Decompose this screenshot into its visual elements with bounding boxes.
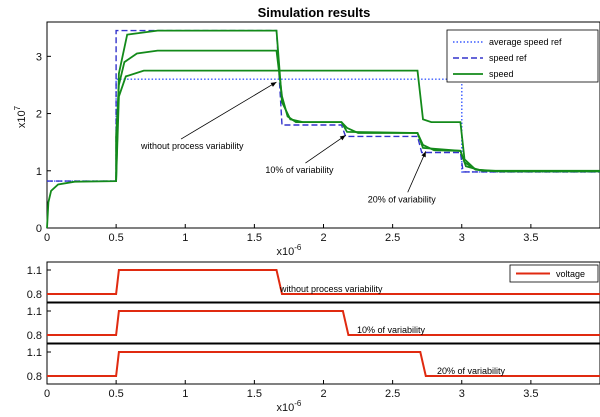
y-tick-label: 1.1 xyxy=(27,306,42,318)
x-axis-exponent: x10-6 xyxy=(277,243,302,258)
x-tick-label: 1 xyxy=(182,232,188,244)
y-tick-label: 0.8 xyxy=(27,289,42,301)
x-tick-label: 1.5 xyxy=(247,388,262,400)
y-tick-label: 3 xyxy=(36,51,42,63)
x-tick-label: 3 xyxy=(459,388,465,400)
x-tick-label: 3.5 xyxy=(523,388,538,400)
y-tick-label: 0 xyxy=(36,223,42,235)
y-tick-label: 1 xyxy=(36,166,42,178)
y-axis-exponent: x107 xyxy=(13,105,28,128)
y-tick-label: 1.1 xyxy=(27,265,42,277)
annotation-arrowhead xyxy=(421,151,426,158)
x-tick-label: 0 xyxy=(44,388,50,400)
plot-area-2 xyxy=(46,261,600,303)
y-tick-label: 1.1 xyxy=(27,347,42,359)
x-tick-label: 0.5 xyxy=(108,232,123,244)
chart-layer: 0 1 2 3 0 0.5 1 1.5 2 2.5 3 3.5 x10-6 x107 without pro… xyxy=(13,21,600,414)
legend-label: speed ref xyxy=(489,53,527,63)
x-tick-label: 3 xyxy=(459,232,465,244)
annotation-arrowhead xyxy=(270,82,277,87)
y-tick-label: 2 xyxy=(36,109,42,121)
legend-label: average speed ref xyxy=(489,37,562,47)
panel-annotation: without process variability xyxy=(279,284,383,294)
series-line-4-1 xyxy=(47,351,600,377)
annotation-arrowhead xyxy=(339,135,346,141)
y-tick-label: 0.8 xyxy=(27,330,42,342)
series-line-1-2 xyxy=(47,29,600,182)
annotation-label: 10% of variability xyxy=(265,165,334,175)
plot-area-4 xyxy=(46,343,600,385)
voltage-legend-label: voltage xyxy=(556,269,585,279)
y-tick-label: 0.8 xyxy=(27,371,42,383)
series-line-3-1 xyxy=(47,310,600,336)
x-tick-label: 0 xyxy=(44,232,50,244)
x-tick-label: 2.5 xyxy=(385,232,400,244)
series-line-1-4 xyxy=(115,69,600,182)
x-tick-label: 1.5 xyxy=(247,232,262,244)
x-tick-label: 2.5 xyxy=(385,388,400,400)
legend-label: speed xyxy=(489,69,514,79)
panel-annotation: 20% of variability xyxy=(437,366,506,376)
y-axis-exponent-group: x107 xyxy=(13,105,28,128)
legend-box xyxy=(446,29,599,83)
x-tick-label: 0.5 xyxy=(108,388,123,400)
x-tick-label: 2 xyxy=(320,388,326,400)
annotation-arrow xyxy=(407,151,427,193)
x-tick-label: 3.5 xyxy=(523,232,538,244)
annotation-label: 20% of variability xyxy=(368,194,437,204)
chart-title: Simulation results xyxy=(258,5,371,20)
annotation-arrow xyxy=(305,134,346,164)
voltage-legend-box xyxy=(509,264,599,283)
x-tick-label: 1 xyxy=(182,388,188,400)
plot-area-3 xyxy=(46,302,600,344)
x-tick-label: 2 xyxy=(320,232,326,244)
series-line-1-1 xyxy=(47,78,600,182)
panel-annotation: 10% of variability xyxy=(357,325,426,335)
series-line-1-5 xyxy=(115,29,600,182)
x-axis-exponent: x10-6 xyxy=(277,399,302,414)
annotation-arrow xyxy=(180,81,277,140)
series-line-2-1 xyxy=(47,269,600,295)
annotation-label: without process variability xyxy=(140,141,244,151)
